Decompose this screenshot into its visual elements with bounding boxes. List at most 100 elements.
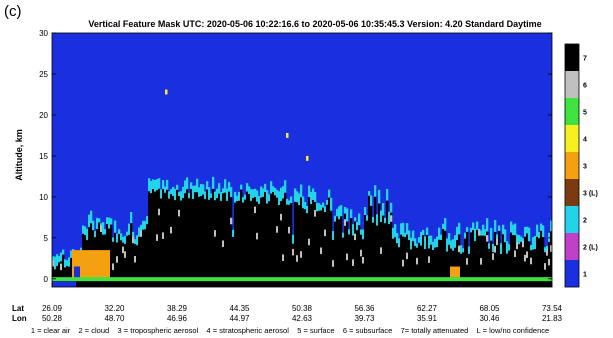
attenuated-cell (422, 235, 425, 287)
class-legend: 1 = clear air 2 = cloud 3 = tropospheric… (31, 326, 549, 335)
cloud-cell (280, 187, 283, 202)
attenuated-cell (530, 250, 533, 287)
attenuated-cell (400, 234, 403, 287)
attenuated-cell (292, 243, 295, 287)
cloud-cell (342, 232, 345, 238)
attenuated-cell (312, 199, 315, 287)
cloud-cell (172, 186, 175, 197)
cloud-cell (250, 189, 253, 201)
subsurface-cell (480, 258, 483, 265)
attenuated-cell (414, 246, 417, 287)
attenuated-cell (532, 249, 535, 287)
attenuated-cell (486, 231, 489, 287)
attenuated-cell (376, 225, 379, 287)
attenuated-cell (280, 201, 283, 287)
attenuated-cell (110, 224, 113, 287)
attenuated-cell (500, 254, 503, 287)
attenuated-cell (476, 229, 479, 287)
cloud-cell (200, 183, 203, 197)
cloud-cell (162, 180, 165, 190)
cloud-cell (256, 190, 259, 202)
subsurface-cell (222, 240, 225, 248)
cloud-cell (328, 189, 331, 198)
cloud-cell (52, 256, 55, 262)
attenuated-cell (356, 230, 359, 287)
cloud-cell (456, 226, 459, 241)
cloud-cell (246, 183, 249, 192)
cloud-cell (252, 189, 255, 198)
attenuated-cell (122, 242, 125, 287)
subsurface-cell (466, 258, 469, 265)
cloud-cell (322, 202, 325, 208)
attenuated-cell (230, 197, 233, 287)
cloud-cell (538, 231, 541, 239)
cloud-cell (132, 231, 135, 240)
attenuated-cell (282, 198, 285, 287)
lon-tick-label: 46.96 (167, 314, 188, 323)
cloud-cell (284, 180, 287, 193)
cloud-cell (266, 190, 269, 204)
cloud-cell (458, 222, 461, 235)
attenuated-cell (504, 242, 507, 287)
cloud-cell (520, 236, 523, 242)
attenuated-cell (202, 194, 205, 287)
attenuated-cell (60, 261, 63, 287)
subsurface-cell (380, 247, 383, 254)
attenuated-cell (390, 212, 393, 287)
attenuated-cell (164, 192, 167, 287)
cloud-cell (190, 182, 193, 190)
cloud-cell (242, 197, 245, 203)
cloud-cell (502, 224, 505, 235)
y-tick-label: 25 (39, 70, 48, 79)
cloud-cell (308, 185, 311, 198)
cloud-cell (400, 223, 403, 235)
cloud-cell (436, 236, 439, 248)
attenuated-cell (234, 202, 237, 287)
subsurface-cell (124, 251, 127, 258)
y-tick-label: 30 (39, 29, 48, 38)
cloud-cell (240, 184, 243, 190)
attenuated-cell (520, 241, 523, 287)
cloud-cell (488, 243, 491, 249)
attenuated-cell (328, 197, 331, 287)
cloud-cell (506, 241, 509, 254)
attenuated-cell (392, 238, 395, 287)
attenuated-cell (228, 191, 231, 287)
cloud-cell (102, 222, 105, 235)
attenuated-cell (194, 192, 197, 287)
cloud-cell (62, 249, 65, 255)
cloud-cell (532, 237, 535, 250)
cloud-cell (150, 180, 153, 194)
attenuated-cell (408, 239, 411, 287)
subsurface-cell (526, 251, 529, 258)
y-tick-label: 10 (39, 193, 48, 202)
attenuated-cell (442, 229, 445, 287)
subsurface-cell (346, 253, 349, 261)
colorbar-label: 2 (583, 218, 587, 225)
cloud-cell (402, 222, 405, 237)
attenuated-cell (404, 237, 407, 287)
attenuated-cell (168, 198, 171, 287)
cloud-cell (452, 239, 455, 251)
cloud-cell (66, 260, 69, 267)
cloud-cell (384, 217, 387, 224)
cloud-cell (534, 235, 537, 250)
cloud-cell (60, 252, 63, 262)
attenuated-cell (224, 192, 227, 287)
cloud-cell (146, 216, 149, 225)
attenuated-cell (382, 215, 385, 287)
cloud-cell (236, 195, 239, 202)
cloud-cell (472, 222, 475, 231)
attenuated-cell (388, 224, 391, 287)
cloud-cell (68, 257, 71, 267)
attenuated-cell (494, 231, 497, 287)
cloud-cell (412, 230, 415, 242)
subsurface-cell (390, 215, 393, 222)
cloud-cell (494, 219, 497, 232)
cloud-cell (214, 191, 217, 201)
cloud-cell (324, 206, 327, 213)
subsurface-cell (524, 254, 527, 262)
attenuated-cell (474, 241, 477, 287)
cloud-cell (294, 188, 297, 202)
y-tick-label: 20 (39, 111, 48, 120)
